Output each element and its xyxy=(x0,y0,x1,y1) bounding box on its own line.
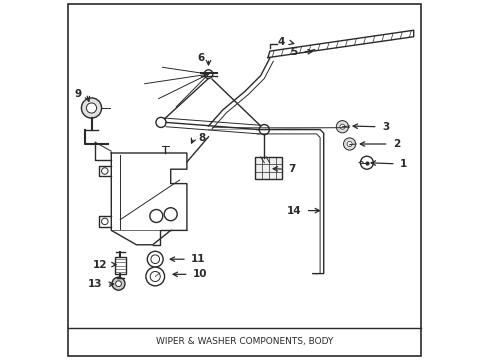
Text: 2: 2 xyxy=(392,139,399,149)
Circle shape xyxy=(81,98,102,118)
Text: 14: 14 xyxy=(286,206,301,216)
Text: 1: 1 xyxy=(399,159,407,169)
Text: 4: 4 xyxy=(277,37,285,48)
Circle shape xyxy=(145,267,164,286)
Circle shape xyxy=(336,121,348,133)
Text: 3: 3 xyxy=(381,122,388,132)
Circle shape xyxy=(150,271,160,282)
Circle shape xyxy=(360,156,373,169)
Text: WIPER & WASHER COMPONENTS, BODY: WIPER & WASHER COMPONENTS, BODY xyxy=(156,337,332,346)
Text: 13: 13 xyxy=(88,279,102,289)
Circle shape xyxy=(115,281,121,287)
Text: 11: 11 xyxy=(191,254,205,264)
Circle shape xyxy=(149,210,163,222)
Bar xyxy=(114,257,126,274)
Circle shape xyxy=(346,141,351,147)
Text: 10: 10 xyxy=(193,269,207,279)
Circle shape xyxy=(147,251,163,267)
Text: 12: 12 xyxy=(92,260,107,270)
Circle shape xyxy=(204,70,212,78)
Circle shape xyxy=(164,208,177,221)
Bar xyxy=(255,157,282,179)
Text: 6: 6 xyxy=(197,53,204,63)
Text: 5: 5 xyxy=(290,47,297,57)
Circle shape xyxy=(102,218,108,225)
Circle shape xyxy=(343,138,355,150)
Circle shape xyxy=(151,255,159,264)
Circle shape xyxy=(156,117,166,127)
Circle shape xyxy=(259,125,269,135)
Circle shape xyxy=(339,124,344,129)
Text: 7: 7 xyxy=(288,164,295,174)
Circle shape xyxy=(112,277,125,290)
Text: 8: 8 xyxy=(198,132,205,143)
Text: 9: 9 xyxy=(75,89,81,99)
Circle shape xyxy=(259,158,269,168)
Circle shape xyxy=(102,168,108,174)
Circle shape xyxy=(86,103,96,113)
